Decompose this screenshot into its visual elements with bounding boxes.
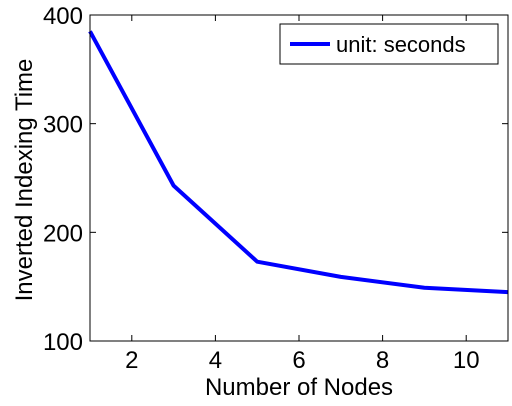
ticks-layer: 2 4 6 8 10 100 200 300 400 bbox=[43, 3, 508, 374]
x-tick-label: 8 bbox=[376, 347, 389, 374]
legend-label: unit: seconds bbox=[336, 32, 466, 57]
x-axis-label: Number of Nodes bbox=[205, 374, 393, 401]
plot-frame bbox=[89, 14, 509, 342]
y-axis-label: Inverted Indexing Time bbox=[11, 59, 38, 302]
y-tick-label: 200 bbox=[43, 220, 83, 247]
lines-layer bbox=[88, 30, 509, 295]
series-line-0 bbox=[88, 30, 509, 295]
y-tick-label: 300 bbox=[43, 112, 83, 139]
y-tick-label: 100 bbox=[43, 329, 83, 356]
legend: unit: seconds bbox=[279, 23, 499, 65]
x-tick-label: 4 bbox=[209, 347, 222, 374]
y-tick-label: 400 bbox=[43, 3, 83, 30]
x-tick-label: 6 bbox=[292, 347, 305, 374]
x-tick-label: 10 bbox=[453, 347, 480, 374]
x-tick-label: 2 bbox=[125, 347, 138, 374]
